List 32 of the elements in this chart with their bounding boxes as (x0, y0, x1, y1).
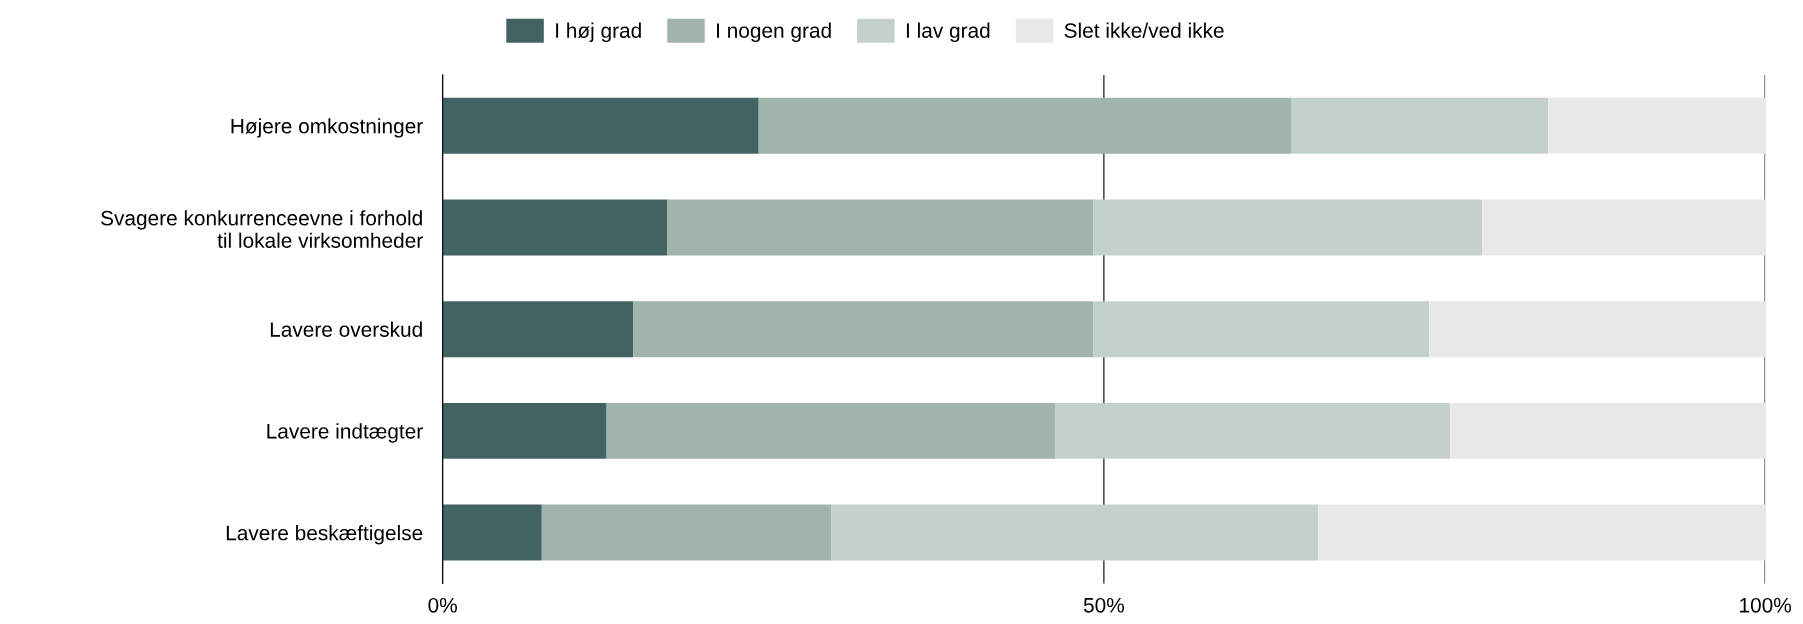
y-tick-label: Svagere konkurrenceevne i forhold til lokale virksomheder (101, 210, 423, 248)
bar (541, 504, 832, 561)
bar (1093, 199, 1483, 256)
bar (442, 97, 759, 154)
bar (442, 402, 607, 459)
bar (1482, 199, 1766, 256)
legend-label: I lav grad (906, 22, 990, 43)
bar (1429, 301, 1766, 358)
bar (1093, 301, 1430, 358)
y-tick-label: Højere omkostninger (231, 118, 423, 138)
bar (606, 402, 1055, 459)
x-tick-label: 0% (428, 597, 457, 613)
bar (1318, 504, 1766, 561)
bar (667, 199, 1094, 256)
legend-label: I nogen grad (717, 22, 831, 43)
bar (1291, 97, 1549, 154)
bar (442, 199, 668, 256)
x-tick-label: 100% (1740, 597, 1792, 613)
bar (1054, 402, 1451, 459)
bar (633, 301, 1094, 358)
y-tick-label: Lavere beskæftigelse (226, 525, 423, 545)
bar (758, 97, 1292, 154)
legend-label: I høj grad (556, 22, 641, 43)
bar (1450, 402, 1766, 459)
bar (831, 504, 1319, 561)
x-tick-label: 50% (1083, 597, 1124, 613)
legend-label: Slet ikke/ved ikke (1064, 22, 1224, 38)
y-tick-label: Lavere indtægter (267, 423, 423, 443)
bar (442, 504, 542, 561)
y-tick-label: Lavere overskud (270, 321, 422, 337)
bar (442, 301, 634, 358)
bar (1548, 97, 1766, 154)
